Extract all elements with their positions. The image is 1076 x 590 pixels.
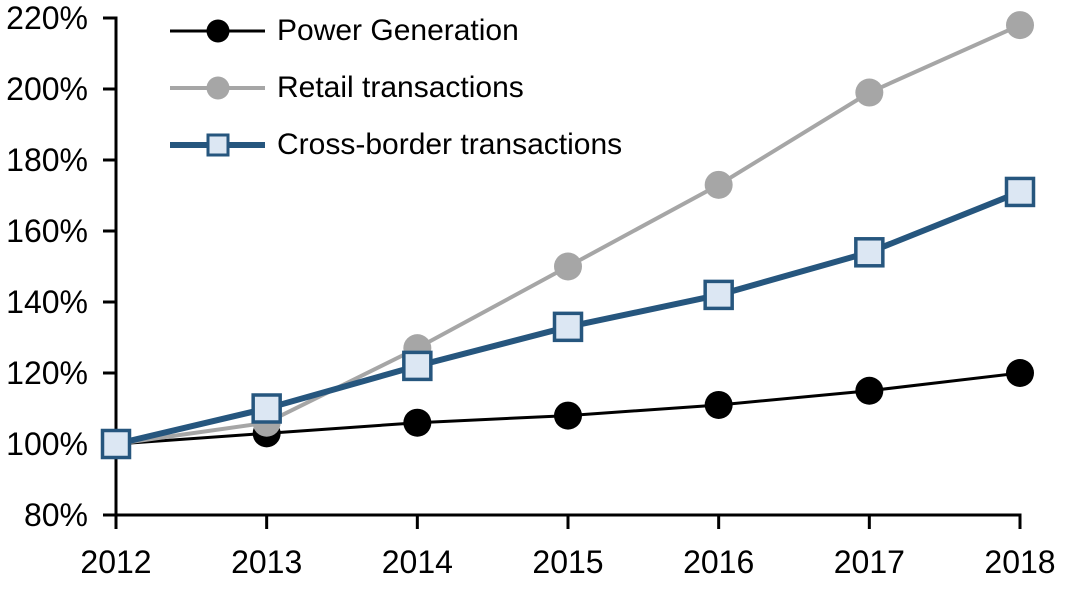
y-tick-label: 220% [6,0,88,36]
x-tick-label: 2017 [834,544,905,580]
legend-sample-power-generation [170,16,265,46]
legend-sample-cross-border-transactions [170,130,265,160]
y-tick-label: 80% [24,497,88,533]
marker-power-generation [554,401,582,430]
marker-cross-border-transactions [251,393,282,424]
x-tick-label: 2018 [984,544,1055,580]
marker-power-generation [403,408,432,437]
legend-item-cross-border-transactions: Cross-border transactions [170,116,622,173]
legend-label-cross-border-transactions: Cross-border transactions [277,127,623,161]
x-tick-label: 2015 [532,544,603,580]
legend-label-power-generation: Power Generation [277,13,519,47]
x-tick-label: 2013 [231,544,302,580]
y-tick-label: 180% [6,142,88,178]
marker-cross-border-transactions [100,428,132,460]
marker-retail-transactions [704,170,733,199]
marker-retail-transactions [554,252,582,281]
circle-marker-icon [206,19,229,42]
marker-cross-border-transactions [1004,176,1036,208]
marker-cross-border-transactions [854,237,885,268]
legend: Power Generation Retail transactions Cro… [170,2,622,173]
marker-cross-border-transactions [552,311,584,343]
y-tick-label: 120% [6,355,88,391]
marker-power-generation [1006,359,1034,387]
y-tick-label: 160% [6,213,88,249]
x-tick-label: 2016 [683,544,754,580]
x-tick-label: 2014 [382,544,453,580]
legend-item-retail-transactions: Retail transactions [170,59,622,116]
y-tick-label: 200% [6,71,88,107]
marker-power-generation [855,376,884,405]
marker-retail-transactions [1006,11,1034,40]
marker-cross-border-transactions [703,279,734,311]
x-tick-label: 2012 [80,544,151,580]
marker-cross-border-transactions [402,350,433,382]
square-marker-icon [206,133,229,156]
marker-retail-transactions [855,78,884,107]
legend-item-power-generation: Power Generation [170,2,622,59]
legend-sample-retail-transactions [170,73,265,103]
legend-label-retail-transactions: Retail transactions [277,70,524,104]
circle-marker-icon [206,76,229,99]
y-tick-label: 140% [6,284,88,320]
marker-power-generation [704,390,733,419]
y-tick-label: 100% [6,426,88,462]
